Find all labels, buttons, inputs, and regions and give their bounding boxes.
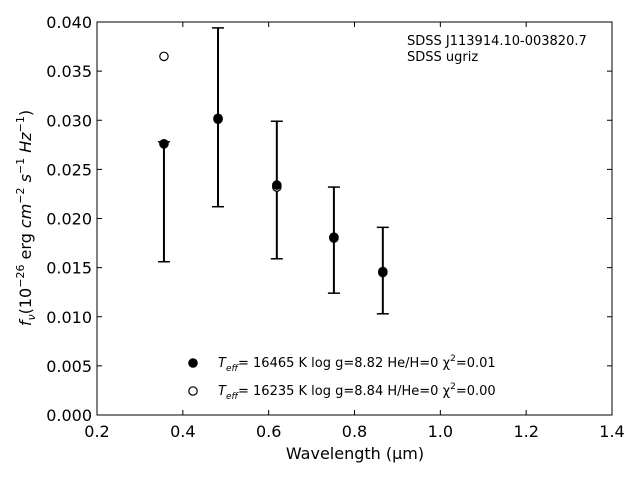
legend-marker-filled xyxy=(188,358,198,368)
y-tick-label: 0.020 xyxy=(46,210,92,229)
legend-chi-value: =0.01 xyxy=(456,356,496,371)
x-tick-label: 0.4 xyxy=(170,422,195,441)
x-tick-label: 0.6 xyxy=(256,422,281,441)
legend-chi-superscript: 2 xyxy=(450,382,456,392)
y-tick-label: 0.010 xyxy=(46,308,92,327)
y-tick-label: 0.025 xyxy=(46,160,92,179)
legend-teff-subscript: eff xyxy=(226,392,240,402)
model-point-filled xyxy=(272,180,282,190)
y-tick-label: 0.005 xyxy=(46,357,92,376)
ylabel-nu: ν xyxy=(25,314,38,320)
legend-label-open: Teff= 16235 K log g=8.84 H/He=0 χ2=0.00 xyxy=(218,382,496,402)
y-tick-label: 0.035 xyxy=(46,62,92,81)
ylabel-hz: Hz xyxy=(16,132,35,158)
x-tick-label: 0.2 xyxy=(84,422,109,441)
ylabel-exp1: −26 xyxy=(14,265,27,288)
legend-teff-subscript: eff xyxy=(226,364,240,374)
x-tick-label: 1.4 xyxy=(599,422,624,441)
markers-layer xyxy=(159,51,388,278)
model-point-filled xyxy=(378,267,388,278)
model-point-filled xyxy=(329,232,339,242)
ylabel-exp2: −2 xyxy=(14,187,27,203)
legend-teff-symbol: T xyxy=(218,384,227,399)
annotation-photometry: SDSS ugriz xyxy=(407,50,478,65)
plot-frame xyxy=(96,21,613,416)
ylabel-close: ) xyxy=(16,110,35,116)
legend-chi-value: =0.00 xyxy=(456,384,496,399)
legend-params: = 16235 K log g=8.84 H/He=0 χ xyxy=(238,384,451,399)
errorbars-layer xyxy=(157,27,389,315)
legend-label-filled: Teff= 16465 K log g=8.82 He/H=0 χ2=0.01 xyxy=(218,354,496,374)
ylabel-open: (10 xyxy=(16,288,35,315)
y-tick-label: 0.040 xyxy=(46,13,92,32)
y-tick-label: 0.030 xyxy=(46,111,92,130)
x-tick-label: 1.2 xyxy=(513,422,538,441)
x-tick-label: 1.0 xyxy=(428,422,453,441)
legend-teff-symbol: T xyxy=(218,356,227,371)
ylabel-erg: erg xyxy=(16,228,35,264)
model-point-filled xyxy=(159,139,169,149)
annotation-object-name: SDSS J113914.10-003820.7 xyxy=(407,34,587,49)
legend-chi-superscript: 2 xyxy=(450,354,456,364)
legend: Teff= 16465 K log g=8.82 He/H=0 χ2=0.01 … xyxy=(188,354,496,402)
ylabel-f: f xyxy=(16,318,35,326)
model-point-open xyxy=(159,51,169,62)
ticks-layer: 0.2 0.4 0.6 0.8 1.0 1.2 1.4 0.000 0.005 0.010 0.01… xyxy=(46,13,625,441)
y-axis-label: fν(10−26 erg cm−2 s−1 Hz−1) xyxy=(14,110,38,326)
y-tick-label: 0.000 xyxy=(46,406,92,425)
legend-params: = 16465 K log g=8.82 He/H=0 χ xyxy=(238,356,451,371)
ylabel-s: s xyxy=(16,174,35,187)
ylabel-exp4: −1 xyxy=(14,116,27,132)
ylabel-cm: cm xyxy=(16,204,35,228)
x-axis-label: Wavelength (μm) xyxy=(286,444,424,463)
y-tick-label: 0.015 xyxy=(46,259,92,278)
model-point-filled xyxy=(213,114,223,125)
ylabel-exp3: −1 xyxy=(14,158,27,174)
legend-marker-open xyxy=(188,386,198,396)
x-tick-label: 0.8 xyxy=(342,422,367,441)
